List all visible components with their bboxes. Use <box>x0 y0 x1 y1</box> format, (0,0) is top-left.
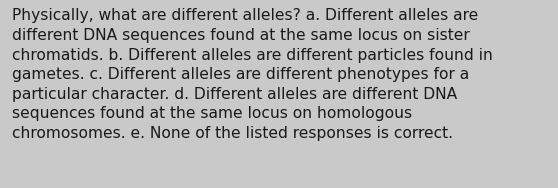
Text: Physically, what are different alleles? a. Different alleles are
different DNA s: Physically, what are different alleles? … <box>12 8 493 141</box>
